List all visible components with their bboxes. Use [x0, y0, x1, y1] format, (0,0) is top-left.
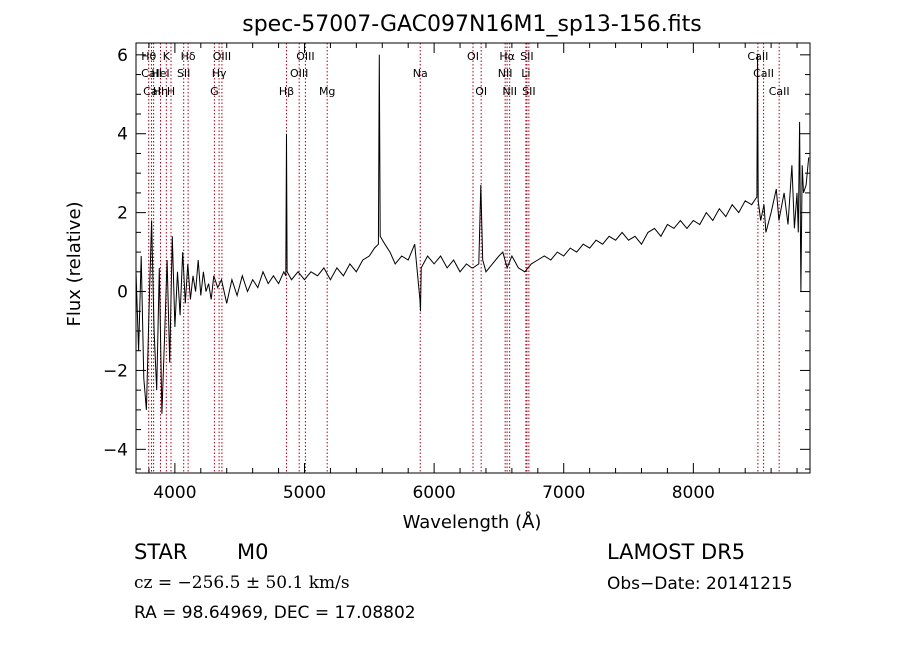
- x-tick-label-5000: 5000: [283, 483, 326, 503]
- line-label-11: G: [210, 85, 219, 98]
- plot-frame: [135, 42, 811, 474]
- line-label-1: CaII: [141, 67, 162, 80]
- y-tick-label--4: −4: [103, 440, 128, 460]
- line-label-13: OIII: [296, 50, 314, 63]
- spectrum-series: [135, 54, 810, 414]
- line-label-20: NII: [498, 67, 513, 80]
- line-label-19: Hα: [499, 50, 515, 63]
- line-label-0: Hθ: [141, 50, 156, 63]
- line-label-22: SII: [520, 50, 533, 63]
- y-tick-label--2: −2: [103, 361, 128, 381]
- spectral-line-markers: [148, 43, 780, 473]
- line-label-26: CaII: [753, 67, 774, 80]
- x-tick-label-7000: 7000: [542, 483, 585, 503]
- plot-axes: 4000 5000 6000 7000 8000 −4 −2 0 2 4 6: [103, 42, 811, 503]
- ra-dec-coordinates: RA = 98.64969, DEC = 17.08802: [134, 603, 416, 623]
- x-tick-label-8000: 8000: [672, 483, 715, 503]
- survey-label: LAMOST DR5: [607, 540, 746, 564]
- line-label-27: CaII: [769, 85, 790, 98]
- line-label-23: Li: [521, 67, 530, 80]
- line-label-25: CaII: [747, 50, 768, 63]
- line-label-2: CaII: [143, 85, 164, 98]
- line-label-8: Hδ: [181, 50, 196, 63]
- line-label-4: K: [163, 50, 171, 63]
- line-label-6: H: [167, 85, 175, 98]
- y-tick-label-4: 4: [117, 125, 128, 145]
- object-subclass: M0: [237, 540, 269, 564]
- line-label-5: HeI: [151, 67, 169, 80]
- x-tick-label-6000: 6000: [412, 483, 455, 503]
- y-axis-label: Flux (relative): [64, 201, 85, 326]
- line-label-10: Hγ: [212, 67, 227, 80]
- x-axis-label: Wavelength (Å): [403, 511, 542, 533]
- line-label-14: OIII: [290, 67, 308, 80]
- line-label-16: Na: [413, 67, 428, 80]
- line-label-9: OIII: [213, 50, 231, 63]
- line-label-24: SII: [522, 85, 535, 98]
- y-tick-label-6: 6: [117, 46, 128, 66]
- line-label-12: Hβ: [279, 85, 294, 98]
- spectrum-line-0: [135, 54, 810, 414]
- line-label-21: NII: [502, 85, 517, 98]
- y-tick-label-0: 0: [117, 283, 128, 303]
- line-label-7: SII: [177, 67, 190, 80]
- y-tick-label-2: 2: [117, 204, 128, 224]
- line-label-15: Mg: [319, 85, 335, 98]
- line-label-3: Hη: [153, 85, 168, 98]
- line-label-18: OI: [475, 85, 487, 98]
- object-class: STAR: [134, 540, 188, 564]
- x-tick-label-4000: 4000: [153, 483, 196, 503]
- line-label-17: OI: [467, 50, 479, 63]
- observation-date: Obs−Date: 20141215: [607, 574, 793, 594]
- chart-title: spec-57007-GAC097N16M1_sp13-156.fits: [242, 12, 702, 37]
- redshift-velocity: cz = −256.5 ± 50.1 km/s: [134, 573, 350, 593]
